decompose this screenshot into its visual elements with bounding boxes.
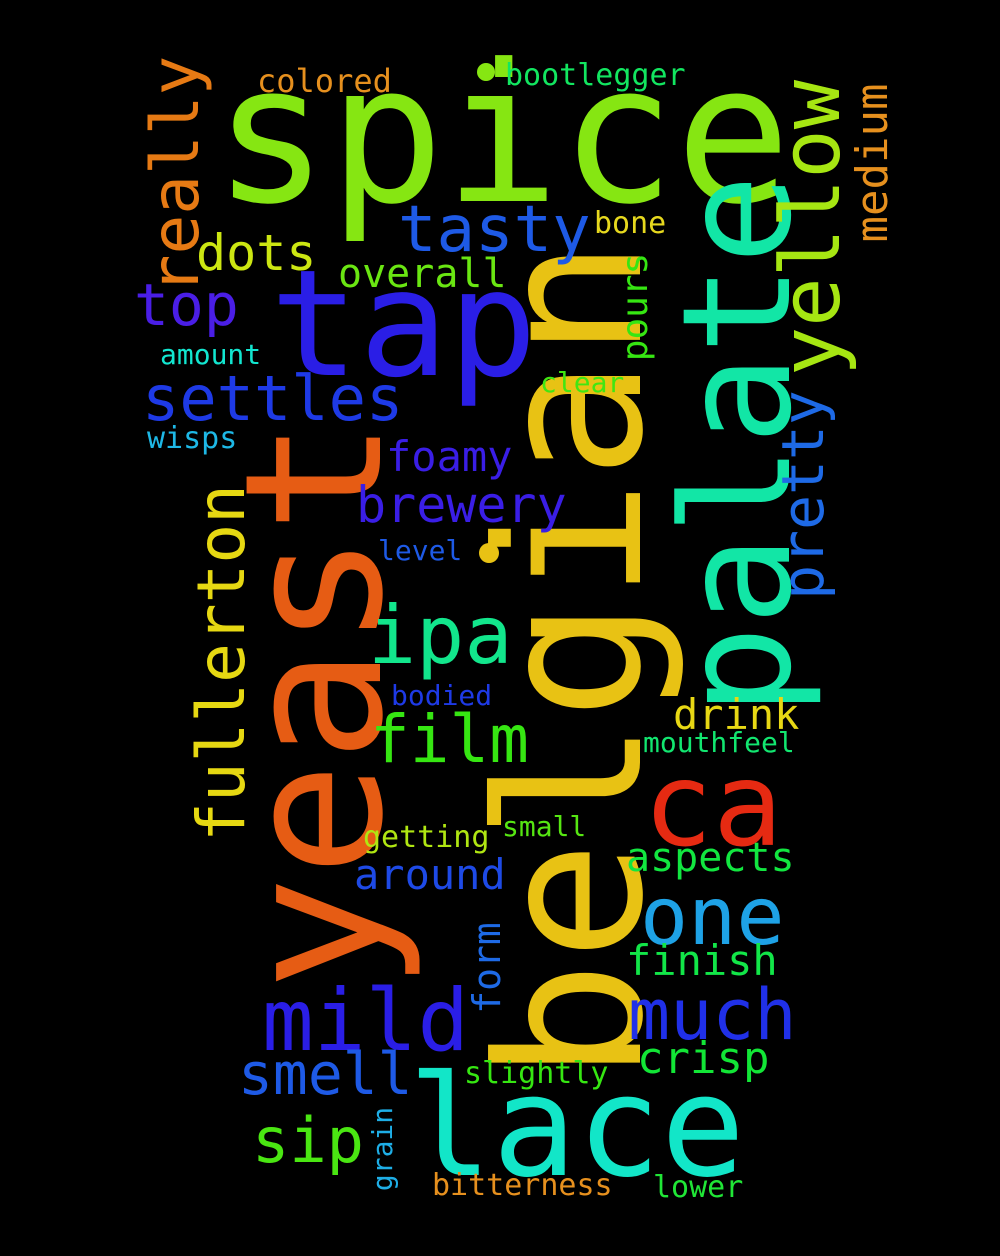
word-mouthfeel: mouthfeel	[643, 726, 795, 759]
word-ca: ca	[643, 738, 783, 873]
word-bone: bone	[594, 206, 667, 241]
word-lace: lace	[408, 1046, 746, 1209]
word-sip: sip	[252, 1104, 364, 1177]
word-getting: getting	[363, 820, 490, 855]
word-amount: amount	[160, 338, 262, 371]
word-crisp: crisp	[637, 1033, 770, 1084]
word-small: small	[502, 810, 587, 843]
word-tasty: tasty	[398, 193, 591, 267]
word-film: film	[370, 701, 529, 778]
word-mild: mild	[262, 971, 470, 1071]
word-spice: spice	[213, 24, 791, 247]
word-lower: lower	[653, 1170, 744, 1205]
word-dots: dots	[196, 224, 317, 282]
word-medium: medium	[847, 83, 898, 243]
word-grain: grain	[366, 1106, 399, 1192]
word-wisps: wisps	[147, 421, 238, 456]
word-aspects: aspects	[626, 835, 795, 881]
word-drink: drink	[673, 690, 800, 739]
word-bodied: bodied	[391, 679, 493, 712]
word-fullerton: fullerton	[183, 484, 260, 842]
word-tap: tap	[270, 238, 538, 410]
word-clear: clear	[540, 366, 625, 399]
word-smell: smell	[238, 1040, 413, 1108]
word-top: top	[134, 271, 239, 339]
word-settles: settles	[142, 362, 404, 435]
word-slightly: slightly	[464, 1056, 609, 1091]
word-finish: finish	[626, 936, 778, 985]
word-bootlegger: bootlegger	[505, 58, 686, 93]
word-form: form	[465, 922, 509, 1014]
word-bitterness: bitterness	[432, 1168, 613, 1203]
word-brewery: brewery	[356, 476, 567, 534]
word-ipa: ipa	[368, 589, 513, 682]
word-much: much	[628, 974, 797, 1056]
word-pretty: pretty	[769, 390, 837, 600]
word-colored: colored	[257, 62, 392, 100]
word-overall: overall	[338, 251, 507, 297]
word-yellow: yellow	[764, 79, 859, 377]
word-level: level	[378, 534, 463, 567]
word-foamy: foamy	[386, 432, 513, 481]
word-one: one	[640, 870, 785, 963]
dot-mark	[479, 543, 499, 563]
word-around: around	[354, 850, 506, 899]
word-pours: pours	[615, 252, 656, 362]
dot-mark	[477, 63, 495, 81]
